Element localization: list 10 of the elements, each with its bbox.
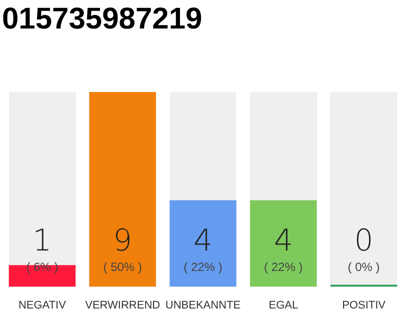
x-tick-label: NEGATIV [18,299,67,312]
data-label: 4 ( 22% ) [264,224,303,274]
x-tick-label: VERWIRREND [85,299,160,312]
data-label: 9 ( 50% ) [103,224,142,274]
chart-title: 015735987219 [2,2,202,36]
x-tick-label: EGAL [268,299,298,312]
x-tick-label: UNBEKANNTE [165,299,241,312]
data-label: 4 ( 22% ) [184,224,222,274]
data-label: 0 ( 0% ) [348,224,380,274]
x-tick-label: POSITIV [342,299,386,312]
